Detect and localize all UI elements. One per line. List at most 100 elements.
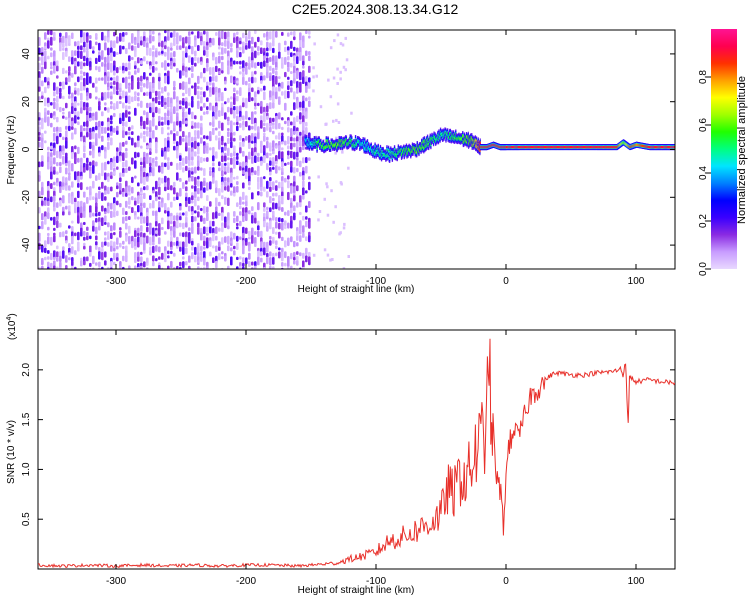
spectrogram-noise-cell [275, 75, 278, 85]
spectrogram-noise-cell [257, 202, 260, 211]
spectrogram-noise-cell [143, 130, 146, 135]
spectrogram-track-cell [556, 145, 559, 149]
spectrogram-noise-cell [38, 62, 41, 71]
spectrogram-noise-cell [107, 82, 110, 89]
spectrogram-track-cell [592, 145, 595, 149]
spectrogram-noise-cell [167, 180, 170, 188]
spectrogram-noise-cell [272, 86, 275, 93]
spectrogram-noise-cell [176, 162, 179, 170]
spectrogram-noise-cell [182, 85, 185, 89]
spectrogram-noise-cell [224, 186, 227, 191]
spectrogram-noise-cell [170, 230, 173, 237]
spectrogram-noise-cell [83, 167, 86, 173]
spectrogram-noise-cell [185, 180, 188, 185]
spectrogram-noise-cell [182, 42, 185, 49]
spectrogram-noise-cell [116, 36, 119, 44]
spectrogram-noise-cell [65, 240, 68, 244]
spectrogram-noise-cell [299, 107, 302, 111]
spectrogram-noise-cell [173, 86, 176, 91]
spectrogram-noise-cell [215, 211, 218, 219]
spectrogram-noise-cell [143, 216, 146, 224]
spectrogram-noise-cell [293, 105, 296, 111]
spectrogram-noise-cell [167, 132, 170, 136]
spectrogram-track-cell [578, 145, 581, 149]
spectrogram-noise-cell [200, 215, 203, 222]
spectrogram-noise-cell [116, 151, 119, 157]
spectrogram-noise-cell [158, 265, 161, 269]
spectrogram-noise-cell [140, 191, 143, 195]
spectrogram-track-cell [585, 145, 587, 149]
spectrogram-noise-cell [251, 46, 254, 53]
spectrogram-noise-cell [203, 50, 206, 56]
spectrogram-noise-cell [77, 231, 80, 241]
spectrogram-track-cell [385, 155, 388, 157]
spectrogram-noise-cell [332, 76, 336, 80]
spectrogram-track-cell [536, 145, 539, 149]
spectrogram-noise-cell [218, 51, 221, 56]
spectrogram-noise-cell [71, 32, 74, 39]
spectrogram-noise-cell [137, 182, 140, 187]
spectrogram-noise-cell [68, 172, 71, 176]
spectrogram-noise-cell [194, 210, 197, 214]
spectrogram-noise-cell [161, 95, 164, 104]
spectrogram-noise-cell [302, 195, 305, 200]
spectrogram-noise-cell [119, 100, 122, 104]
spectrogram-noise-cell [146, 216, 149, 225]
spectrogram-noise-cell [119, 177, 122, 183]
spectrogram-noise-cell [272, 40, 275, 47]
spectrogram-noise-cell [86, 226, 89, 231]
spectrogram-noise-cell [95, 217, 98, 223]
spectrogram-noise-cell [305, 85, 308, 93]
y-tick-label: -20 [21, 190, 32, 205]
spectrogram-noise-cell [158, 201, 161, 209]
spectrogram-noise-cell [140, 40, 143, 46]
spectrogram-noise-cell [140, 232, 143, 239]
spectrogram-noise-cell [257, 132, 260, 140]
spectrogram-noise-cell [251, 125, 254, 130]
spectrogram-noise-cell [83, 245, 86, 250]
spectrogram-noise-cell [296, 242, 299, 247]
spectrogram-noise-cell [254, 217, 257, 224]
spectrogram-noise-cell [170, 260, 173, 269]
spectrogram-noise-cell [233, 160, 236, 169]
spectrogram-noise-cell [218, 161, 221, 167]
spectrogram-noise-cell [266, 165, 269, 169]
spectrogram-noise-cell [44, 32, 47, 40]
colorbar: 0.00.20.40.60.8 Normalized spectral ampl… [698, 29, 748, 276]
spectrogram-noise-cell [278, 251, 281, 259]
spectrogram-noise-cell [266, 256, 269, 265]
spectrogram-noise-cell [188, 36, 191, 46]
spectrogram-noise-cell [50, 217, 53, 221]
spectrogram-noise-cell [74, 232, 77, 237]
spectrogram-noise-cell [290, 71, 293, 75]
spectrogram-noise-cell [290, 202, 293, 209]
spectrogram-noise-cell [128, 126, 131, 131]
spectrogram-noise-cell [155, 196, 158, 202]
spectrogram-noise-cell [122, 216, 125, 224]
spectrogram-noise-cell [182, 182, 185, 189]
spectrogram-noise-cell [77, 121, 80, 126]
spectrogram-noise-cell [62, 195, 65, 204]
spectrogram-noise-cell [212, 232, 215, 242]
spectrogram-noise-cell [143, 156, 146, 164]
spectrogram-noise-cell [296, 251, 299, 255]
spectrogram-noise-cell [263, 91, 266, 101]
spectrogram-track-cell [552, 145, 555, 149]
spectrogram-noise-cell [236, 40, 239, 50]
spectrogram-noise-cell [155, 210, 158, 218]
spectrogram-noise-cell [149, 120, 152, 128]
spectrogram-noise-cell [176, 32, 179, 40]
spectrogram-noise-cell [167, 120, 170, 126]
spectrogram-noise-cell [215, 97, 218, 102]
spectrogram-noise-cell [215, 245, 218, 252]
spectrogram-noise-cell [161, 166, 164, 174]
spectrogram-noise-cell [80, 45, 83, 51]
spectrogram-track-cell [586, 145, 589, 149]
spectrogram-noise-cell [68, 117, 71, 127]
spectrogram-track-cell [580, 145, 583, 149]
spectrogram-noise-cell [215, 135, 218, 141]
spectrogram-noise-cell [38, 136, 41, 141]
spectrogram-noise-cell [179, 155, 182, 161]
spectrogram-noise-cell [104, 237, 107, 241]
spectrogram-noise-cell [50, 152, 53, 158]
